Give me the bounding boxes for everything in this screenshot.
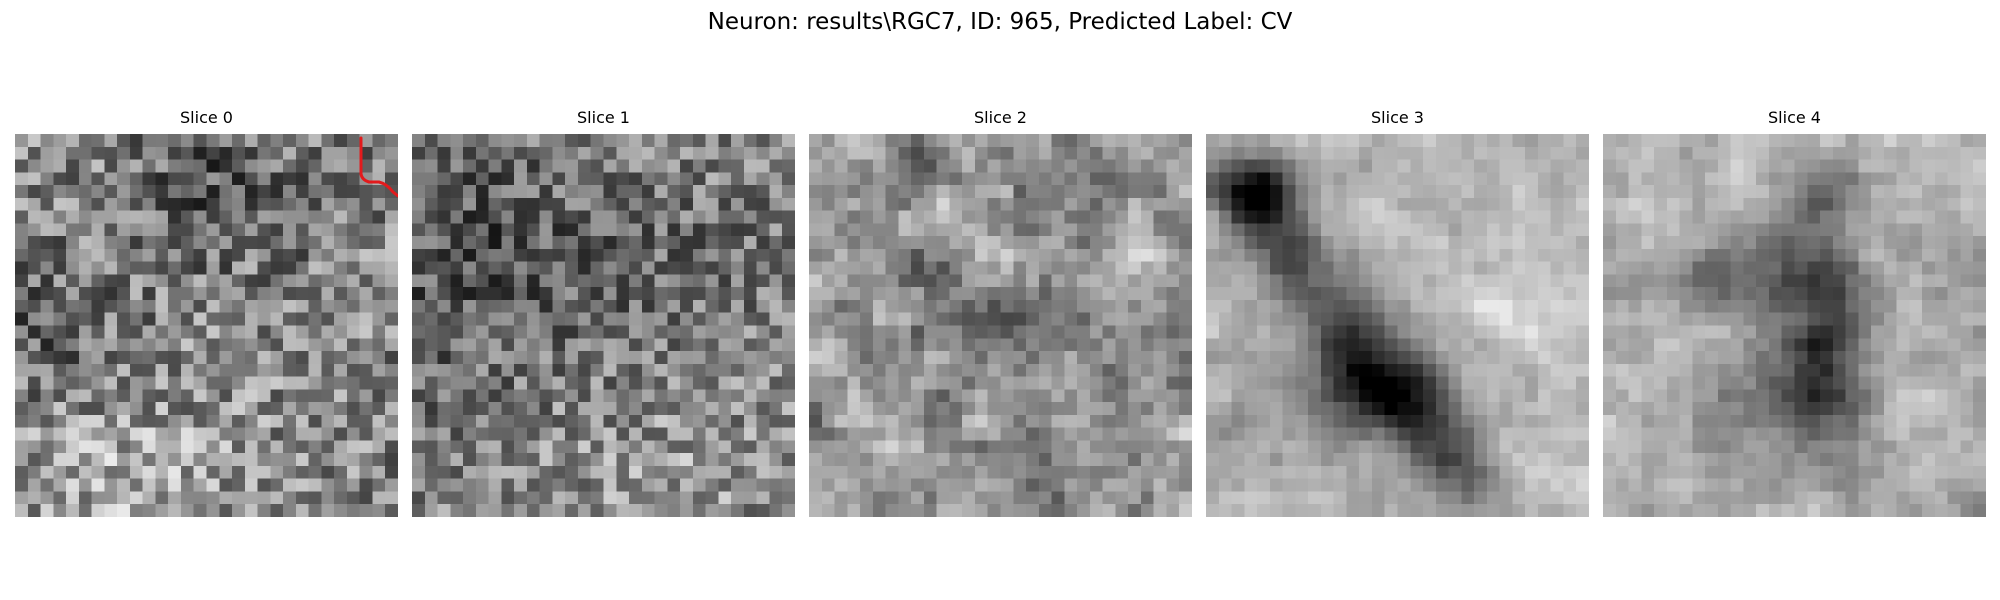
slice-1-title: Slice 1 <box>412 108 795 128</box>
figure-title: Neuron: results\RGC7, ID: 965, Predicted… <box>0 8 2000 36</box>
slice-2-title: Slice 2 <box>809 108 1192 128</box>
slice-2-image <box>809 134 1192 517</box>
slice-0-title: Slice 0 <box>15 108 398 128</box>
slice-1-image <box>412 134 795 517</box>
slice-4-image <box>1603 134 1986 517</box>
slice-4-title: Slice 4 <box>1603 108 1986 128</box>
slice-3-image <box>1206 134 1589 517</box>
slice-3-title: Slice 3 <box>1206 108 1589 128</box>
slice-0-image <box>15 134 398 517</box>
